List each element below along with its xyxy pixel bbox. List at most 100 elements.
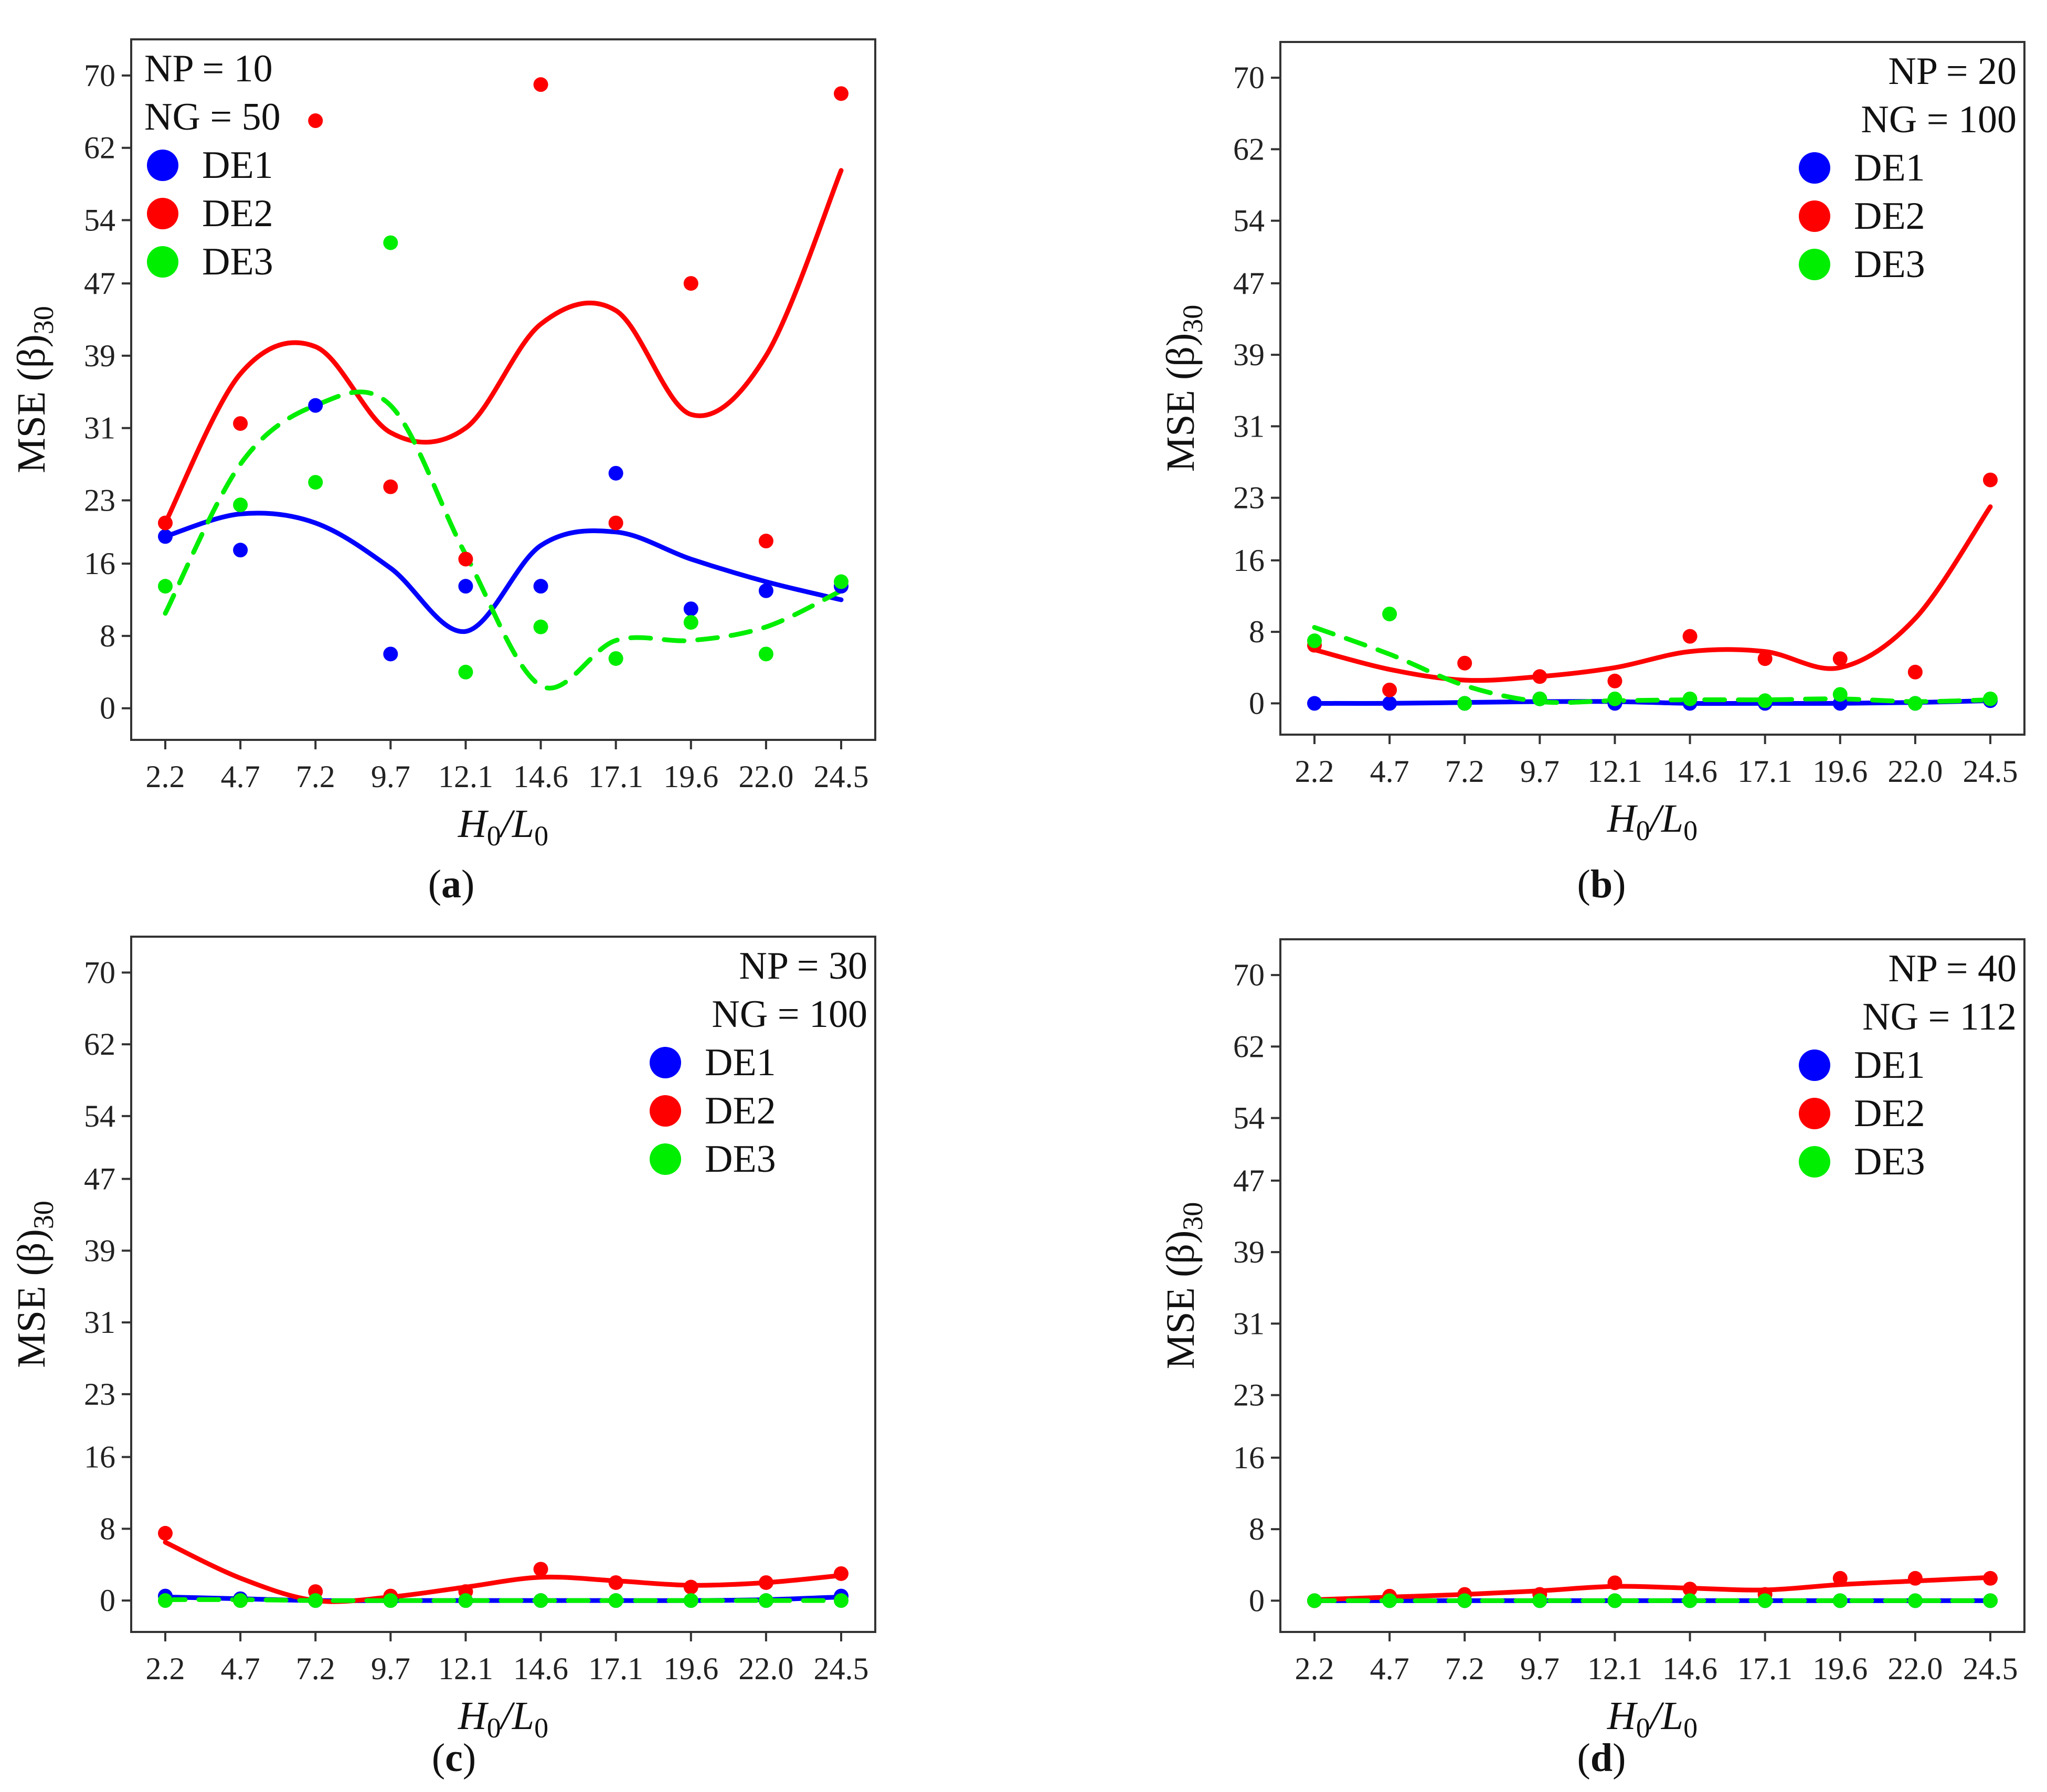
legend-key-de2: [1799, 1098, 1830, 1129]
y-tick-label: 62: [84, 131, 115, 165]
legend-key-de1: [1799, 152, 1830, 184]
data-point-de3: [1907, 1593, 1923, 1608]
data-point-de1: [533, 579, 548, 594]
x-tick-label: 7.2: [296, 1651, 335, 1686]
x-axis-title-part: L: [1661, 797, 1683, 841]
x-tick-label: 17.1: [1737, 754, 1793, 789]
data-point-de2: [1607, 1575, 1622, 1590]
panel-caption: (a): [428, 862, 475, 906]
legend: NP = 30 NG = 100 DE1 DE2 DE3: [650, 945, 867, 1181]
data-point-de3: [1307, 633, 1322, 649]
y-tick-label: 47: [1233, 266, 1265, 301]
x-axis-title-part: H: [1607, 1694, 1638, 1738]
legend: NP = 40 NG = 112 DE1 DE2 DE3: [1799, 947, 2017, 1183]
y-tick-label: 8: [100, 619, 115, 653]
data-point-de1: [458, 579, 473, 594]
data-point-de3: [458, 664, 473, 680]
y-tick-label: 0: [100, 1583, 115, 1618]
data-point-de2: [1757, 651, 1773, 666]
y-tick-label: 39: [1233, 1235, 1265, 1269]
data-point-de3: [233, 1593, 248, 1608]
series-line-de3: [163, 1597, 844, 1603]
series-line-de3: [1312, 625, 1993, 705]
legend-key-de1: [147, 150, 178, 181]
data-point-de3: [1457, 696, 1472, 711]
data-point-de3: [834, 1593, 849, 1608]
panel-d: 0 8 16 23 31 39 47 54 62 70 2.2 4.7 7.2 9.7 12.1 14.6 17…: [1159, 938, 2025, 1744]
y-axis-title-sub: 30: [28, 306, 59, 334]
data-point-de3: [1532, 691, 1547, 706]
data-point-de3: [308, 475, 323, 490]
y-axis-title-main: MSE (β): [9, 334, 54, 473]
y-tick-label: 23: [84, 1377, 115, 1412]
y-tick-label: 31: [1233, 409, 1265, 443]
x-tick-label: 19.6: [1812, 754, 1868, 789]
x-tick-label: 24.5: [1963, 1651, 2018, 1686]
y-tick-label: 31: [84, 1305, 115, 1340]
x-tick-label: 22.0: [738, 759, 793, 794]
legend-label: DE2: [705, 1089, 776, 1132]
data-point-de1: [158, 529, 173, 544]
caption-close: ): [461, 862, 474, 906]
x-axis-title: H0/L0: [458, 1694, 548, 1744]
x-axis-title-part: 0: [1636, 1712, 1650, 1744]
x-axis-title-part: L: [512, 1694, 534, 1738]
y-tick-label: 62: [1233, 132, 1265, 166]
y-tick-label: 39: [84, 338, 115, 373]
y-tick-label: 23: [1233, 481, 1265, 515]
legend-annotation: NG = 100: [1861, 98, 2017, 141]
y-tick-label: 0: [1249, 1583, 1265, 1618]
y-tick-label: 70: [1233, 958, 1265, 992]
x-tick-label: 14.6: [1662, 754, 1717, 789]
plot-frame: [1279, 938, 2025, 1633]
legend-key-de1: [650, 1047, 681, 1078]
x-axis-title-part: 0: [487, 1712, 501, 1744]
y-tick-label: 54: [84, 203, 115, 238]
caption-close: ): [463, 1736, 476, 1780]
data-point-de1: [233, 543, 248, 558]
x-tick-label: 17.1: [588, 759, 643, 794]
caption-open: (: [432, 1736, 445, 1780]
data-point-de3: [1382, 1593, 1397, 1608]
y-tick-label: 8: [1249, 1512, 1265, 1546]
x-tick-label: 24.5: [814, 759, 869, 794]
data-point-de1: [383, 646, 398, 662]
data-point-de3: [158, 1593, 173, 1608]
legend-label: DE2: [202, 192, 273, 235]
y-tick-label: 47: [1233, 1163, 1265, 1198]
data-point-de2: [458, 552, 473, 567]
legend-label: DE1: [1854, 146, 1925, 189]
legend-key-de1: [1799, 1049, 1830, 1081]
x-tick-label: 7.2: [1445, 1651, 1484, 1686]
legend-key-de2: [1799, 200, 1830, 232]
data-point-de3: [608, 1593, 623, 1608]
y-axis-title: MSE (β)30: [1159, 305, 1208, 472]
x-tick-label: 4.7: [221, 759, 260, 794]
series-line-de2: [163, 1540, 844, 1604]
data-point-de2: [1457, 655, 1472, 671]
legend-key-de2: [650, 1095, 681, 1127]
x-tick-label: 22.0: [738, 1651, 793, 1686]
x-axis-title-part: 0: [487, 820, 501, 852]
x-tick-label: 19.6: [663, 759, 718, 794]
data-point-de3: [1983, 691, 1998, 706]
legend-label: DE2: [1854, 195, 1925, 238]
plot-frame: [1279, 41, 2025, 736]
y-tick-label: 16: [1233, 543, 1265, 578]
x-tick-label: 22.0: [1887, 1651, 1943, 1686]
data-point-de2: [1907, 664, 1923, 680]
x-tick-label: 24.5: [1963, 754, 2018, 789]
data-point-de2: [834, 1566, 849, 1581]
y-axis-title: MSE (β)30: [9, 1201, 59, 1368]
caption-open: (: [428, 862, 441, 906]
data-point-de2: [1682, 629, 1698, 644]
legend-annotation: NP = 30: [739, 945, 867, 988]
y-axis-title: MSE (β)30: [1159, 1202, 1208, 1370]
caption-letter: d: [1590, 1736, 1613, 1780]
data-point-de2: [158, 515, 173, 531]
series-line-de3: [163, 389, 844, 691]
y-tick-label: 62: [84, 1027, 115, 1062]
x-tick-label: 9.7: [1520, 754, 1560, 789]
y-axis-title: MSE (β)30: [9, 306, 59, 473]
